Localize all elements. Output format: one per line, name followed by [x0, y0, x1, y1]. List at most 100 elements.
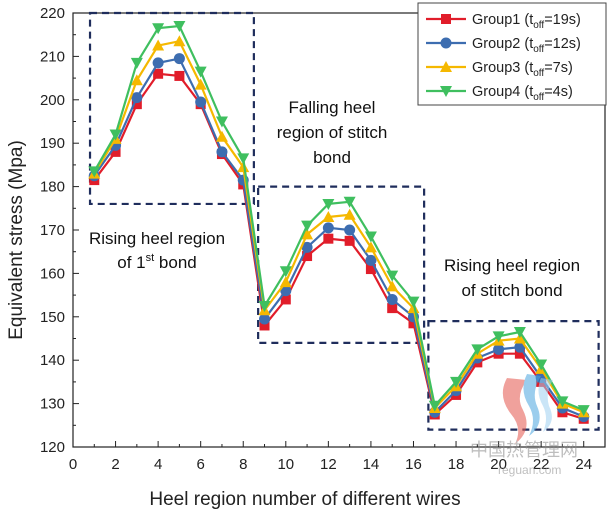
- data-point: [407, 302, 420, 314]
- y-tick-label: 180: [40, 179, 65, 196]
- legend-marker: [440, 86, 452, 97]
- legend-label-tail: =4s): [544, 84, 573, 100]
- x-axis-label: Heel region number of different wires: [149, 489, 460, 510]
- x-tick-label: 14: [363, 456, 380, 473]
- data-point: [343, 196, 356, 208]
- axes: 0 2 4 6 8 10 12 14 16 18 20 22 241201301401501601701…: [40, 5, 592, 473]
- watermark-brand: 中国热管理网: [470, 440, 578, 461]
- annotation-line: Rising heel region: [89, 229, 225, 248]
- x-tick-label: 6: [197, 456, 205, 473]
- legend-label-subscript: off: [533, 20, 544, 31]
- data-point: [237, 153, 250, 165]
- region-box: [88, 11, 255, 206]
- annotation-line: bond: [313, 148, 351, 167]
- data-point: [152, 57, 164, 69]
- annotation-line: of 1st bond: [117, 252, 196, 272]
- legend-label: Group4 (toff=4s): [472, 84, 573, 103]
- data-point: [513, 326, 526, 338]
- x-tick-label: 16: [405, 456, 422, 473]
- data-point: [195, 96, 207, 108]
- data-point: [513, 332, 526, 344]
- data-point: [216, 146, 228, 158]
- data-point: [428, 400, 441, 412]
- data-point: [577, 405, 590, 417]
- y-tick-label: 200: [40, 92, 65, 109]
- x-tick-label: 24: [575, 456, 592, 473]
- data-point: [173, 21, 186, 33]
- x-tick-label: 20: [490, 456, 507, 473]
- data-point: [471, 344, 484, 356]
- data-point: [279, 266, 292, 278]
- data-point: [492, 331, 505, 343]
- y-tick-label: 220: [40, 5, 65, 22]
- data-point: [386, 270, 399, 282]
- data-point: [386, 293, 398, 305]
- data-point: [215, 130, 228, 142]
- region-box: [427, 320, 600, 431]
- data-point: [130, 74, 143, 86]
- data-point: [173, 35, 186, 47]
- x-tick-label: 0: [69, 456, 77, 473]
- watermark-url: reguan.com: [498, 463, 561, 477]
- series-layer: [88, 21, 590, 424]
- legend-label-main: Group3 (t: [472, 60, 533, 76]
- x-tick-label: 10: [277, 456, 294, 473]
- data-point: [556, 396, 569, 408]
- legend-label-subscript: off: [533, 68, 544, 79]
- data-point: [323, 233, 334, 244]
- data-point: [365, 254, 377, 266]
- data-point: [174, 70, 185, 81]
- legend-label-main: Group4 (t: [472, 84, 533, 100]
- data-point: [258, 300, 271, 312]
- data-point: [407, 296, 420, 308]
- data-point: [344, 224, 356, 236]
- y-axis-label: Equivalent stress (Mpa): [6, 140, 27, 340]
- annotation-line: Falling heel: [289, 98, 376, 117]
- legend-label-tail: =12s): [544, 36, 581, 52]
- y-tick-label: 210: [40, 48, 65, 65]
- y-tick-label: 170: [40, 222, 65, 239]
- annotation-superscript: st: [146, 252, 155, 264]
- data-point: [301, 241, 313, 253]
- x-tick-label: 4: [154, 456, 162, 473]
- data-point: [301, 228, 314, 240]
- data-point: [450, 376, 463, 388]
- legend-label: Group2 (toff=12s): [472, 36, 581, 55]
- data-point: [259, 313, 271, 325]
- legend-label-tail: =7s): [544, 60, 573, 76]
- data-point: [514, 341, 526, 353]
- data-point: [110, 146, 121, 157]
- data-point: [153, 68, 164, 79]
- data-point: [109, 129, 122, 141]
- x-tick-label: 12: [320, 456, 337, 473]
- data-point: [322, 198, 335, 210]
- legend-marker: [440, 61, 452, 72]
- legend-label-main: Group2 (t: [472, 36, 533, 52]
- data-point: [322, 210, 335, 222]
- region-box: [257, 185, 426, 344]
- legend-label: Group3 (toff=7s): [472, 60, 573, 79]
- data-point: [215, 116, 228, 128]
- annotation-line: region of stitch: [277, 123, 388, 142]
- legend-label-subscript: off: [533, 44, 544, 55]
- data-point: [302, 251, 313, 262]
- data-point: [364, 231, 377, 243]
- data-point: [173, 53, 185, 65]
- x-tick-label: 22: [533, 456, 550, 473]
- annotation-fragment: of 1: [117, 253, 145, 272]
- data-point: [131, 99, 142, 110]
- data-point: [259, 320, 270, 331]
- data-point: [279, 276, 292, 288]
- annotation-falling-stitch: Falling heel region of stitch bond: [277, 98, 388, 167]
- x-tick-label: 2: [111, 456, 119, 473]
- y-tick-label: 120: [40, 439, 65, 456]
- x-tick-label: 8: [239, 456, 247, 473]
- data-point: [344, 235, 355, 246]
- data-point: [88, 166, 101, 178]
- data-point: [408, 318, 419, 329]
- data-point: [152, 23, 165, 35]
- data-point: [514, 348, 525, 359]
- watermark: 中国热管理网 reguan.com: [470, 374, 578, 477]
